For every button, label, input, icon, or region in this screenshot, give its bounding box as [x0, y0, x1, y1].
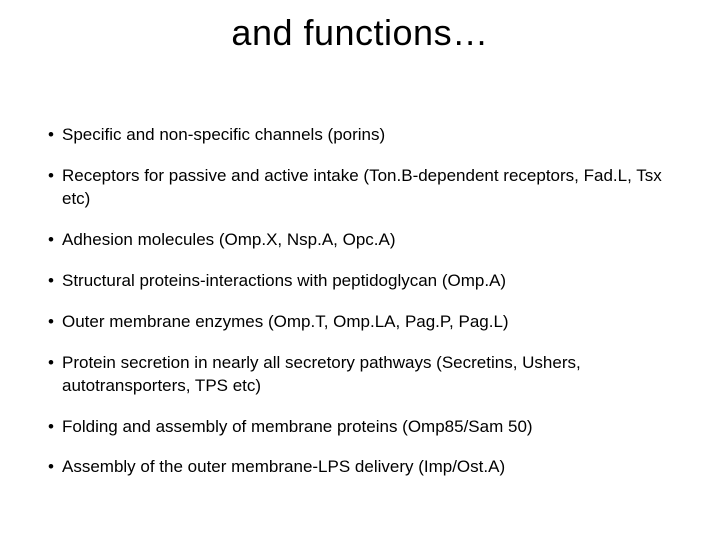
bullet-item: Assembly of the outer membrane-LPS deliv… — [48, 456, 672, 479]
bullet-item: Folding and assembly of membrane protein… — [48, 416, 672, 439]
bullet-item: Adhesion molecules (Omp.X, Nsp.A, Opc.A) — [48, 229, 672, 252]
bullet-list: Specific and non-specific channels (pori… — [48, 124, 672, 479]
bullet-item: Receptors for passive and active intake … — [48, 165, 672, 211]
slide-title: and functions… — [48, 12, 672, 54]
slide-container: and functions… Specific and non-specific… — [0, 0, 720, 540]
bullet-item: Outer membrane enzymes (Omp.T, Omp.LA, P… — [48, 311, 672, 334]
bullet-item: Structural proteins-interactions with pe… — [48, 270, 672, 293]
bullet-item: Protein secretion in nearly all secretor… — [48, 352, 672, 398]
bullet-item: Specific and non-specific channels (pori… — [48, 124, 672, 147]
